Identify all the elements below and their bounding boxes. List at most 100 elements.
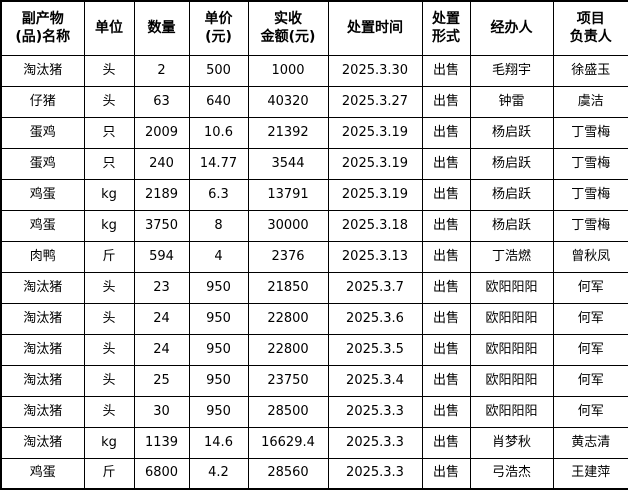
table-cell: 30000 bbox=[247, 209, 329, 242]
column-header-quantity: 数量 bbox=[133, 0, 190, 56]
table-cell: 出售 bbox=[421, 302, 471, 335]
table-cell: 头 bbox=[83, 333, 135, 366]
table-cell: 淘汰猪 bbox=[0, 395, 85, 428]
table-body: 淘汰猪头 2 500 1000 2025.3.30 出售 毛翔宇 徐盛玉 仔猪头 63 640 403… bbox=[0, 54, 628, 490]
table-cell: 出售 bbox=[421, 209, 471, 242]
table-cell: 14.6 bbox=[188, 426, 249, 459]
table-cell: 淘汰猪 bbox=[0, 271, 85, 304]
table-cell: 3750 bbox=[133, 209, 190, 242]
table-cell: 欧阳阳阳 bbox=[469, 333, 554, 366]
table-cell: 何军 bbox=[552, 364, 628, 397]
table-cell: 毛翔宇 bbox=[469, 54, 554, 87]
table-cell: 何军 bbox=[552, 333, 628, 366]
table-cell: 22800 bbox=[247, 302, 329, 335]
table-cell: 淘汰猪 bbox=[0, 426, 85, 459]
table-cell: 2025.3.19 bbox=[327, 116, 423, 149]
table-cell: 杨启跃 bbox=[469, 178, 554, 211]
table-cell: 24 bbox=[133, 333, 190, 366]
header-label-line: 形式 bbox=[432, 29, 460, 46]
table-cell: 出售 bbox=[421, 457, 471, 490]
table-cell: 丁浩燃 bbox=[469, 240, 554, 273]
table-cell: 1139 bbox=[133, 426, 190, 459]
table-cell: 仔猪 bbox=[0, 85, 85, 118]
table-cell: 2189 bbox=[133, 178, 190, 211]
table-cell: 30 bbox=[133, 395, 190, 428]
table-row: 鸡蛋斤 6800 4.2 28560 2025.3.3 出售 弓浩杰 王建萍 bbox=[0, 457, 628, 490]
table-cell: 王建萍 bbox=[552, 457, 628, 490]
table-cell: 2025.3.7 bbox=[327, 271, 423, 304]
table-cell: 丁雪梅 bbox=[552, 116, 628, 149]
table-cell: 虞洁 bbox=[552, 85, 628, 118]
table-cell: 钟雷 bbox=[469, 85, 554, 118]
table-row: 蛋鸡只 2009 10.6 21392 2025.3.19 出售 杨启跃 丁雪梅 bbox=[0, 116, 628, 149]
table-cell: 杨启跃 bbox=[469, 147, 554, 180]
table-row: 淘汰猪头 24 950 22800 2025.3.6 出售 欧阳阳阳 何军 bbox=[0, 302, 628, 335]
table-cell: 斤 bbox=[83, 240, 135, 273]
table-row: 仔猪头 63 640 40320 2025.3.27 出售 钟雷 虞洁 bbox=[0, 85, 628, 118]
table-cell: 肖梦秋 bbox=[469, 426, 554, 459]
table-cell: 4 bbox=[188, 240, 249, 273]
table-cell: 2025.3.18 bbox=[327, 209, 423, 242]
table-cell: 头 bbox=[83, 85, 135, 118]
table-cell: 头 bbox=[83, 364, 135, 397]
table-cell: 淘汰猪 bbox=[0, 54, 85, 87]
table-cell: 徐盛玉 bbox=[552, 54, 628, 87]
table-row: 鸡蛋 kg 2189 6.3 13791 2025.3.19 出售 杨启跃 丁雪梅 bbox=[0, 178, 628, 211]
table-cell: 丁雪梅 bbox=[552, 147, 628, 180]
table-cell: 出售 bbox=[421, 395, 471, 428]
table-cell: 欧阳阳阳 bbox=[469, 271, 554, 304]
table-cell: 头 bbox=[83, 54, 135, 87]
column-header-project-manager: 项目 负责人 bbox=[552, 0, 628, 56]
table-cell: 出售 bbox=[421, 364, 471, 397]
table-cell: kg bbox=[83, 178, 135, 211]
table-cell: 斤 bbox=[83, 457, 135, 490]
table-cell: 10.6 bbox=[188, 116, 249, 149]
table-cell: 1000 bbox=[247, 54, 329, 87]
header-label-line: 实收 bbox=[274, 11, 302, 28]
table-cell: 23750 bbox=[247, 364, 329, 397]
table-cell: 鸡蛋 bbox=[0, 178, 85, 211]
table-cell: 只 bbox=[83, 116, 135, 149]
table-cell: 640 bbox=[188, 85, 249, 118]
table-cell: 2025.3.3 bbox=[327, 457, 423, 490]
table-cell: 6.3 bbox=[188, 178, 249, 211]
table-row: 淘汰猪头 24 950 22800 2025.3.5 出售 欧阳阳阳 何军 bbox=[0, 333, 628, 366]
table-cell: 3544 bbox=[247, 147, 329, 180]
table-cell: 蛋鸡 bbox=[0, 147, 85, 180]
table-cell: 23 bbox=[133, 271, 190, 304]
table-cell: 头 bbox=[83, 302, 135, 335]
table-cell: 4.2 bbox=[188, 457, 249, 490]
table-cell: 曾秋凤 bbox=[552, 240, 628, 273]
table-cell: 2025.3.27 bbox=[327, 85, 423, 118]
table-cell: 2025.3.5 bbox=[327, 333, 423, 366]
column-header-disposal-form: 处置 形式 bbox=[421, 0, 471, 56]
header-label-line: 项目 bbox=[576, 11, 605, 28]
table-row: 蛋鸡只 240 14.77 3544 2025.3.19 出售 杨启跃 丁雪梅 bbox=[0, 147, 628, 180]
header-label-line: 副产物 bbox=[21, 11, 64, 28]
table-cell: 950 bbox=[188, 395, 249, 428]
table-row: 淘汰猪头 30 950 28500 2025.3.3 出售 欧阳阳阳 何军 bbox=[0, 395, 628, 428]
table-cell: 何军 bbox=[552, 271, 628, 304]
header-label-line: 经办人 bbox=[490, 20, 533, 37]
table-cell: 40320 bbox=[247, 85, 329, 118]
table-cell: 21392 bbox=[247, 116, 329, 149]
table-cell: 28560 bbox=[247, 457, 329, 490]
table-cell: 出售 bbox=[421, 54, 471, 87]
column-header-amount-received: 实收 金额(元) bbox=[247, 0, 329, 56]
table-cell: 950 bbox=[188, 333, 249, 366]
table-cell: 2 bbox=[133, 54, 190, 87]
header-label-line: (元) bbox=[205, 29, 232, 46]
table-cell: 出售 bbox=[421, 147, 471, 180]
table-cell: 何军 bbox=[552, 395, 628, 428]
column-header-unit-price: 单价 (元) bbox=[188, 0, 249, 56]
table-cell: 240 bbox=[133, 147, 190, 180]
table-cell: 2025.3.19 bbox=[327, 178, 423, 211]
header-label-line: (品)名称 bbox=[15, 29, 71, 46]
table-cell: 594 bbox=[133, 240, 190, 273]
header-label-line: 单价 bbox=[204, 11, 233, 28]
table-cell: 欧阳阳阳 bbox=[469, 302, 554, 335]
table-cell: 2025.3.13 bbox=[327, 240, 423, 273]
table-cell: 28500 bbox=[247, 395, 329, 428]
